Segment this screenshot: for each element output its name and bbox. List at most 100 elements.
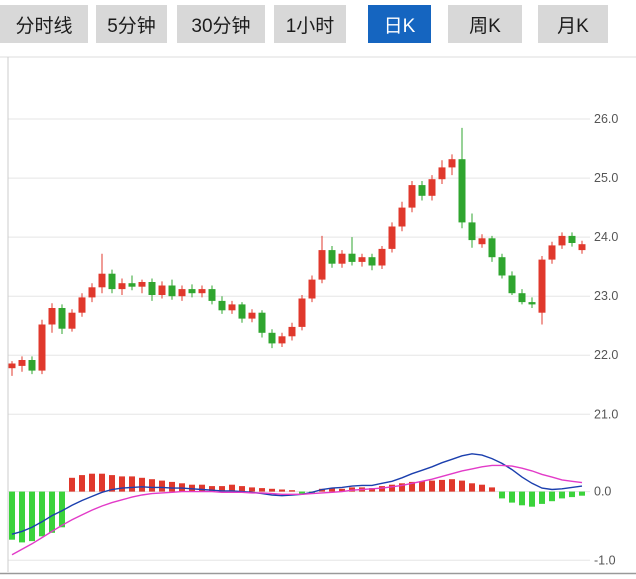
macd-bar [409,481,415,492]
tab-5min[interactable]: 5分钟 [96,5,167,43]
tab-weekly-k[interactable]: 周K [448,5,522,43]
tab-daily-k[interactable]: 日K [368,5,431,43]
macd-bar [449,479,455,492]
macd-bar [159,480,165,492]
candle [408,185,416,208]
tab-1hour[interactable]: 1小时 [274,5,346,43]
svg-text:26.0: 26.0 [594,112,618,126]
svg-text:23.0: 23.0 [594,289,618,303]
macd-bar [99,473,105,492]
macd-bar [59,491,65,528]
candle [388,226,396,249]
candle [198,289,206,294]
candle [318,250,326,280]
candle [48,308,56,325]
period-tabbar: 分时线 5分钟 30分钟 1小时 日K 周K 月K [0,5,608,43]
candle [468,222,476,241]
macd-bar [79,475,85,492]
candle [558,235,566,246]
macd-histogram [9,473,585,543]
macd-bar [499,491,505,499]
macd-bar [209,486,215,492]
candle [178,289,186,297]
candle [338,253,346,264]
candle [128,283,136,287]
candle [418,185,426,196]
candle [308,279,316,299]
candle [298,298,306,327]
macd-bar [149,479,155,492]
macd-bar [279,489,285,492]
candle [438,167,446,180]
candle [88,287,96,298]
macd-bar [329,488,335,492]
candle [288,326,296,337]
candle [278,336,286,344]
macd-bar [109,475,115,492]
macd-bar [249,487,255,492]
macd-bar [339,488,345,492]
macd-bar [419,481,425,492]
candle [18,360,26,366]
macd-bar [579,491,585,496]
macd-bar [519,491,525,506]
macd-bar [469,483,475,492]
svg-text:0.0: 0.0 [594,485,611,499]
macd-bar [429,480,435,492]
candle [328,250,336,264]
candle [38,324,46,371]
macd-bar [29,491,35,542]
candle [518,293,526,303]
macd-bar [269,488,275,492]
candle [508,275,516,294]
macd-bar [129,476,135,492]
macd-bar [549,491,555,502]
candle [248,312,256,319]
macd-bar [379,486,385,492]
svg-text:21.0: 21.0 [594,407,618,421]
candle [78,297,86,313]
macd-bar [9,491,15,540]
macd-bar [229,484,235,492]
candle [158,285,166,295]
macd-bar [439,479,445,492]
tab-monthly-k[interactable]: 月K [538,5,608,43]
macd-bar [559,491,565,499]
tab-30min[interactable]: 30分钟 [177,5,265,43]
macd-bar [369,488,375,492]
candle [68,312,76,329]
y-axis-labels: 26.0 25.0 24.0 23.0 22.0 21.0 0.0 -1.0 [594,112,618,567]
candle [238,304,246,319]
candle [568,235,576,243]
svg-text:25.0: 25.0 [594,171,618,185]
macd-bar [389,484,395,492]
candle [478,238,486,245]
svg-text:-1.0: -1.0 [594,553,616,567]
macd-bar [299,491,305,494]
candle [28,360,36,371]
candle [138,282,146,287]
candle [218,300,226,311]
tab-timeline[interactable]: 分时线 [0,5,88,43]
macd-bar [19,491,25,543]
candle [208,289,216,301]
candle [378,248,386,266]
candle [118,283,126,290]
candles [8,127,586,376]
candle [58,308,66,329]
macd-bar [139,477,145,492]
candle [258,312,266,333]
candle [428,179,436,196]
candle [448,159,456,168]
dea-line [11,464,583,556]
candle [368,257,376,266]
svg-text:22.0: 22.0 [594,348,618,362]
macd-bar [289,490,295,492]
candle [538,259,546,313]
macd-bar [119,476,125,492]
macd-bar [69,477,75,492]
candle [578,244,586,251]
candle [8,363,16,369]
